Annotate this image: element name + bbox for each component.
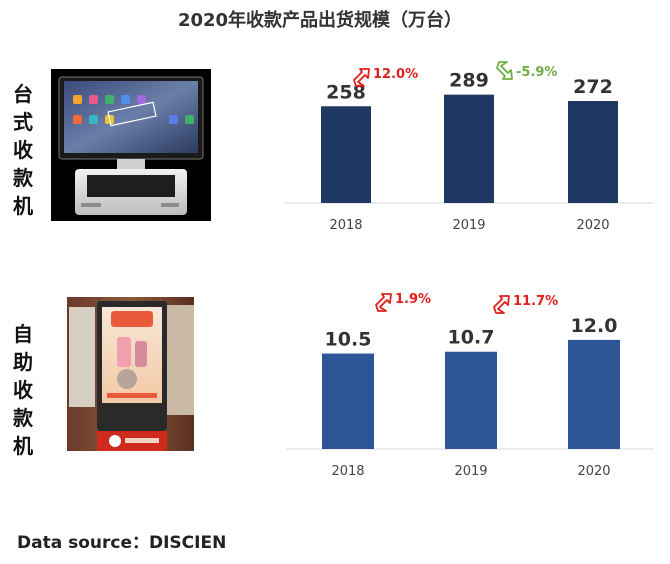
data-source-prefix: Data source： [17,533,149,553]
bar-chart-self-service: 10.5 2018 10.7 2019 12.0 2020 1.9% 11.7% [286,292,654,479]
data-source: Data source：DISCIEN [17,528,226,553]
label-char: 收 [13,138,33,162]
x-tick-label: 2020 [577,464,610,479]
label-char: 台 [13,82,33,106]
growth-label: 11.7% [513,294,558,309]
bar [444,94,494,203]
trend-up-arrow-icon [493,295,510,314]
data-source-name: DISCIEN [149,533,227,553]
label-char: 助 [13,350,33,374]
data-label: 289 [449,70,489,92]
data-label: 10.5 [325,329,372,351]
data-label: 10.7 [448,327,495,349]
trend-up-arrow-icon [353,68,370,87]
desktop-pos-photo [51,69,211,221]
bar [321,106,371,203]
x-tick-label: 2019 [454,464,487,479]
x-tick-label: 2020 [576,218,609,233]
x-tick-label: 2018 [329,218,362,233]
section-label-selfservice: 自 助 收 款 机 [10,320,36,460]
growth-label: 1.9% [395,292,431,307]
label-char: 款 [13,166,33,190]
bar [322,353,374,449]
section-label-desktop: 台 式 收 款 机 [10,80,36,220]
trend-up-arrow-icon [375,293,392,312]
growth-label: -5.9% [516,65,557,80]
trend-down-arrow-icon [496,61,513,80]
data-label: 12.0 [571,315,618,337]
label-char: 收 [13,378,33,402]
label-char: 机 [13,434,33,458]
label-char: 款 [13,406,33,430]
label-char: 机 [13,194,33,218]
bar [568,101,618,203]
label-char: 式 [13,110,33,134]
label-char: 自 [13,322,33,346]
data-label: 272 [573,76,613,98]
bar [568,339,620,449]
x-tick-label: 2019 [452,218,485,233]
x-tick-label: 2018 [331,464,364,479]
bar [445,351,497,449]
self-service-kiosk-photo [67,297,194,451]
growth-label: 12.0% [373,67,418,82]
chart-title: 2020年收款产品出货规模（万台） [177,10,463,31]
